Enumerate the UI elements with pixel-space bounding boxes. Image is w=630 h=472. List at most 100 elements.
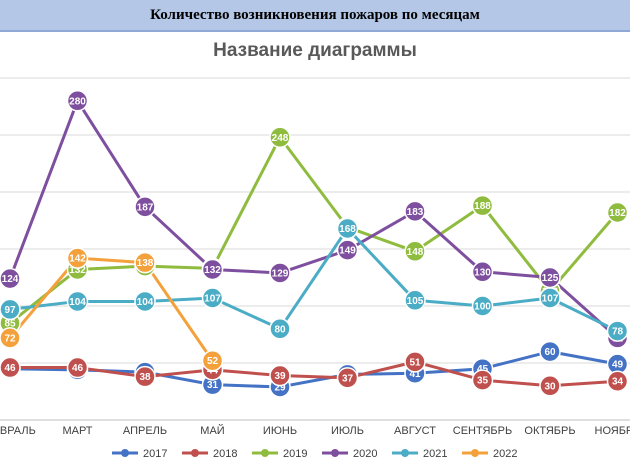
data-label: 80 (274, 324, 286, 335)
legend-item-2021: 2021 (392, 448, 447, 460)
legend-marker (261, 449, 269, 457)
data-point-2018: 46 (0, 356, 21, 379)
point-marker (539, 287, 561, 309)
data-label: 85 (4, 319, 16, 330)
series-line-2019 (9, 135, 619, 325)
data-point-2022: 142 (66, 247, 89, 269)
data-point-2021: 107 (201, 287, 224, 309)
data-label: 46 (4, 363, 16, 374)
point-marker (404, 240, 426, 263)
data-label: 39 (274, 371, 286, 382)
point-marker (66, 247, 89, 269)
data-label: 142 (69, 254, 86, 265)
x-tick-label: АПРЕЛЬ (123, 425, 167, 437)
point-marker (201, 287, 224, 309)
data-point-2018: 46 (66, 356, 89, 379)
data-point-2019: 248 (269, 126, 291, 149)
data-label: 187 (137, 202, 154, 213)
data-point-2021: 100 (471, 295, 494, 317)
data-label: 188 (474, 201, 491, 212)
point-marker (471, 194, 494, 217)
legend-marker (121, 449, 129, 457)
legend-item-2022: 2022 (462, 448, 517, 460)
data-label: 49 (612, 360, 624, 371)
x-tick-label: НОЯБРЬ (595, 425, 630, 437)
data-point-2020: 149 (336, 239, 359, 261)
data-points: 4544423129404145604946463844393751353034… (0, 90, 629, 398)
header-title: Количество возникновения пожаров по меся… (150, 7, 480, 23)
legend-label: 2022 (493, 448, 517, 460)
point-marker (66, 290, 89, 313)
data-label: 107 (204, 294, 221, 305)
data-label: 124 (2, 274, 19, 285)
x-tick-label: СЕНТЯБРЬ (453, 425, 512, 437)
data-label: 104 (137, 297, 154, 308)
legend-label: 2018 (213, 448, 237, 460)
x-tick-label: ИЮЛЬ (331, 425, 364, 437)
data-point-2019: 148 (404, 240, 426, 263)
point-marker (0, 356, 21, 379)
point-marker (269, 364, 291, 387)
point-marker (269, 318, 291, 340)
point-marker (471, 369, 494, 391)
data-label: 51 (409, 357, 421, 368)
legend-marker (331, 449, 339, 457)
data-label: 41 (409, 369, 421, 380)
legend-label: 2017 (143, 448, 167, 460)
data-label: 100 (474, 302, 491, 313)
data-label: 248 (272, 133, 289, 144)
data-label: 148 (407, 247, 424, 258)
data-point-2021: 104 (66, 290, 89, 313)
x-tick-label: ФЕВРАЛЬ (0, 425, 36, 437)
point-marker (0, 327, 21, 349)
point-marker (539, 375, 561, 397)
data-point-2021: 104 (134, 290, 156, 313)
point-marker (269, 262, 291, 284)
point-marker (471, 295, 494, 317)
data-label: 34 (612, 377, 624, 388)
x-tick-label: АВГУСТ (394, 425, 436, 437)
series-lines (8, 99, 619, 389)
data-label: 182 (609, 208, 626, 219)
header-banner: Количество возникновения пожаров по меся… (0, 0, 630, 32)
data-label: 38 (139, 372, 151, 383)
x-tick-label: ОКТЯБРЬ (524, 425, 575, 437)
x-tick-label: МАРТ (62, 425, 92, 437)
data-point-2022: 52 (201, 349, 224, 372)
point-marker (0, 298, 21, 321)
data-label: 130 (474, 267, 491, 278)
legend-marker (401, 449, 409, 457)
point-marker (134, 365, 156, 388)
data-point-2019: 182 (606, 201, 629, 224)
point-marker (0, 267, 21, 290)
point-marker (606, 320, 629, 342)
point-marker (336, 367, 359, 389)
point-marker (201, 349, 224, 372)
data-point-2021: 80 (269, 318, 291, 340)
data-label: 183 (407, 207, 424, 218)
data-point-2018: 39 (269, 364, 291, 387)
legend-marker (471, 449, 479, 457)
data-label: 29 (274, 382, 286, 393)
x-tick-label: ИЮНЬ (263, 425, 297, 437)
data-point-2021: 78 (606, 320, 629, 342)
data-point-2020: 187 (134, 196, 156, 218)
point-marker (336, 239, 359, 261)
data-point-2017: 49 (606, 353, 629, 375)
legend-item-2019: 2019 (252, 448, 307, 460)
legend-marker (191, 449, 199, 457)
legend-item-2018: 2018 (182, 448, 237, 460)
data-label: 31 (207, 380, 219, 391)
data-label: 149 (339, 246, 356, 257)
legend: 2017 2018 2019 2020 2021 2022 (112, 448, 517, 460)
series-line-2020 (8, 99, 619, 340)
data-point-2020: 130 (471, 261, 494, 283)
data-point-2018: 37 (336, 367, 359, 389)
point-marker (201, 258, 224, 281)
point-marker (269, 126, 291, 149)
series-line-2021 (9, 226, 619, 333)
series-line-2018 (10, 360, 618, 388)
data-label: 97 (4, 305, 16, 316)
point-marker (336, 217, 359, 240)
